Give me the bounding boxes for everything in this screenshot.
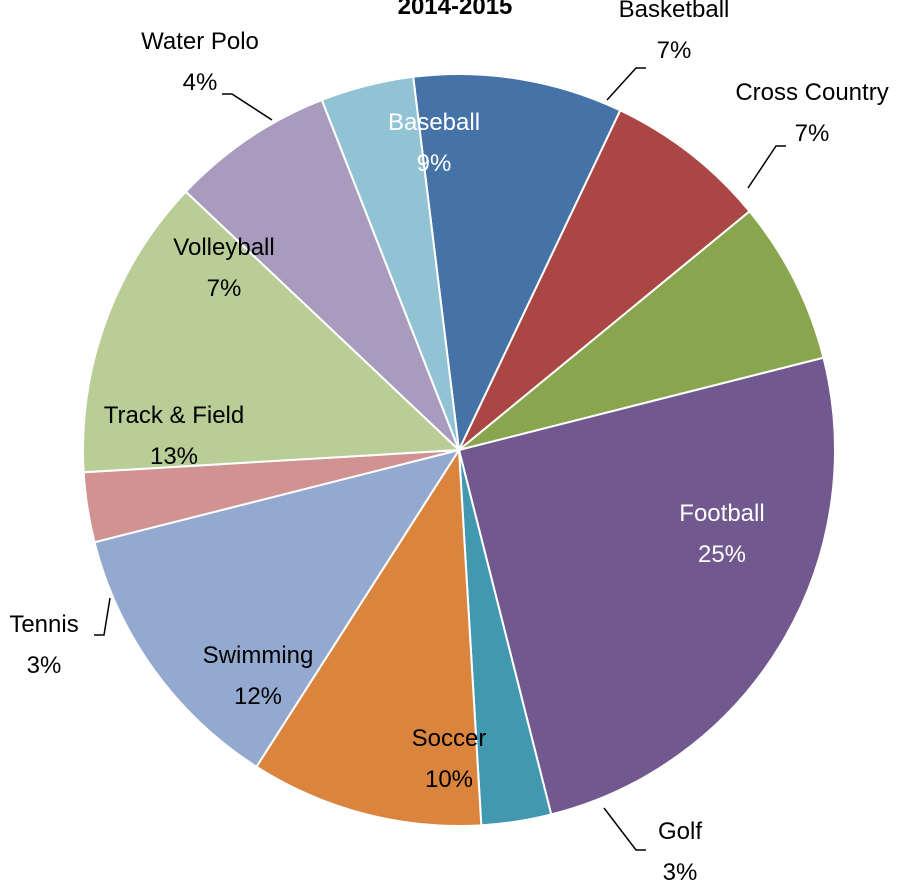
pie-slice-basketball xyxy=(458,109,751,451)
leader-line-water-polo xyxy=(222,93,273,121)
leader-line-cross-country xyxy=(747,145,786,189)
slice-percent-cross-country: 7% xyxy=(795,120,830,147)
leader-line-tennis xyxy=(94,597,111,636)
leader-line-golf xyxy=(603,807,646,851)
pie-slice-soccer xyxy=(255,446,483,827)
leader-line-basketball xyxy=(606,67,646,101)
slice-percent-golf: 3% xyxy=(663,859,698,886)
slice-percent-football: 25% xyxy=(698,541,746,568)
pie-slice-volleyball xyxy=(184,98,460,451)
pie-slice-football xyxy=(457,356,836,816)
slice-percent-tennis: 3% xyxy=(27,652,62,679)
leader-lines xyxy=(94,67,786,851)
slice-label-water-polo: Water Polo xyxy=(141,28,259,55)
slice-label-track-and-field: Track & Field xyxy=(104,402,244,429)
slice-percent-swimming: 12% xyxy=(234,683,282,710)
slice-label-baseball: Baseball xyxy=(388,109,480,136)
slice-label-soccer: Soccer xyxy=(412,725,487,752)
slice-percent-basketball: 7% xyxy=(657,37,692,64)
pie-slice-baseball xyxy=(412,72,622,454)
chart-title: 2014-2015 xyxy=(398,0,513,20)
slice-percent-soccer: 10% xyxy=(425,766,473,793)
slice-percent-baseball: 9% xyxy=(417,150,452,177)
slice-percent-track-and-field: 13% xyxy=(150,443,198,470)
pie-slice-cross-country xyxy=(458,209,825,451)
slice-label-tennis: Tennis xyxy=(9,611,78,638)
pie-slice-water-polo xyxy=(320,75,460,451)
slice-label-swimming: Swimming xyxy=(203,642,314,669)
slice-percent-volleyball: 7% xyxy=(207,275,242,302)
slice-label-volleyball: Volleyball xyxy=(173,234,274,261)
pie-slice-swimming xyxy=(93,448,462,769)
pie-slices xyxy=(82,72,836,827)
slice-percent-water-polo: 4% xyxy=(183,69,218,96)
slice-label-basketball: Basketball xyxy=(619,0,730,23)
pie-slice-track-and-field xyxy=(82,190,462,474)
slice-label-cross-country: Cross Country xyxy=(735,79,888,106)
slice-labels: Baseball 9% Basketball 7% Cross Country 7% Foo… xyxy=(9,0,888,886)
slice-label-football: Football xyxy=(679,500,764,527)
slice-label-golf: Golf xyxy=(658,818,702,845)
